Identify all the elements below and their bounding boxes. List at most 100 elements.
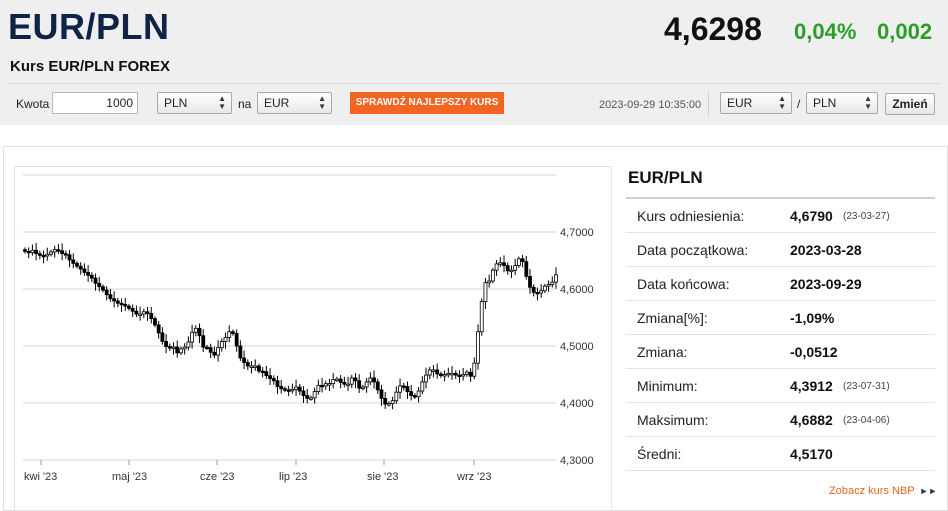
y-tick-label: 4,7000 [560,227,594,239]
change-absolute: 0,002 [877,19,933,44]
candle-body [379,389,384,399]
from-currency-select[interactable]: PLN ▲ ▼ [157,92,232,114]
stat-label: Kurs odniesienia: [637,208,745,224]
candle-body [290,388,295,392]
stat-value: -0,0512 [790,344,838,360]
stat-label: Minimum: [637,378,698,394]
candle-body [127,305,131,309]
candle-body [34,249,39,255]
candle-body [212,351,217,356]
page-title: EUR/PLN [8,6,170,47]
candle-body [435,369,440,375]
candle-body [60,250,65,255]
stat-date: (23-03-27) [843,211,890,222]
candle-body [238,345,243,359]
candle-body [193,327,198,333]
converter-toolbar: Kwota 1000 PLN ▲ ▼ na EUR ▲ ▼ SPRAWDŹ NAJL… [0,88,948,122]
candle-body [468,371,473,377]
stats-title: EUR/PLN [628,168,703,187]
candle-body [416,390,421,398]
amount-input[interactable]: 1000 [52,92,138,114]
candle-body [401,385,406,388]
candle-body [37,253,42,256]
to-currency-select[interactable]: EUR ▲ ▼ [257,92,332,114]
x-tick-label: maj '23 [112,471,147,483]
candle-body [26,250,31,254]
candle-body [424,374,428,383]
candle-body [75,262,79,267]
stat-label: Średni: [637,446,682,462]
candle-body [528,276,532,288]
candle-body [323,383,328,387]
candle-body [67,254,72,261]
candle-body [164,341,169,347]
candle-body [375,381,380,391]
stat-value: 2023-09-29 [790,276,862,292]
stat-value: 2023-03-28 [790,242,862,258]
header-divider [8,83,940,84]
candle-body [249,365,254,368]
double-chevron-right-icon: ►► [919,486,938,496]
candle-body [171,346,176,350]
candle-body [115,300,120,304]
price-chart: 4,7000 4,6000 4,5000 4,4000 4,3000 kwi '23 maj… [23,174,594,483]
candle-body [153,318,157,326]
candle-body [535,292,540,295]
candle-body [301,390,306,396]
candle-body [479,301,484,333]
stat-date: (23-04-06) [843,415,890,426]
candle-body [357,380,362,389]
candle-body [438,373,443,377]
candle-body [372,377,376,383]
stats-row-start-date: Data początkowa: 2023-03-28 [626,233,935,267]
candle-body [141,311,146,315]
stat-value: -1,09% [790,310,835,326]
candle-body [472,362,477,377]
candle-body [368,377,373,383]
candle-body [520,258,525,263]
candle-body [112,298,117,302]
nbp-rate-link[interactable]: Zobacz kurs NBP ►► [829,485,937,497]
candle-body [49,251,53,255]
candle-body [93,277,98,284]
candle-body [331,379,336,385]
x-tick-label: lip '23 [279,471,307,483]
candle-body [446,372,451,376]
candle-body [97,282,102,288]
candle-body [513,265,518,271]
candle-body [86,272,91,276]
candle-body [242,357,246,363]
candle-body [554,274,558,283]
change-pair-button[interactable]: Zmień [885,93,935,115]
stats-row-maximum: Maksimum: 4,6882 (23-04-06) [626,403,935,437]
stats-row-change: Zmiana: -0,0512 [626,335,935,369]
candle-body [279,386,284,390]
candle-body [442,374,447,377]
candle-body [464,371,469,375]
candle-body [245,362,250,367]
select-arrows-icon: ▲ ▼ [318,94,326,111]
candle-body [338,378,343,383]
candle-body [175,346,180,354]
pair-base-select[interactable]: EUR ▲ ▼ [720,92,792,114]
candle-body [56,249,61,252]
page-subtitle: Kurs EUR/PLN FOREX [10,58,171,75]
stats-row-average: Średni: 4,5170 [626,437,935,471]
candle-body [412,395,417,398]
pair-quote-select[interactable]: PLN ▲ ▼ [806,92,878,114]
candle-body [223,337,228,342]
candle-body [257,365,261,372]
candle-body [398,385,402,393]
best-rate-button[interactable]: SPRAWDŹ NAJLEPSZY KURS [350,92,504,114]
candle-body [71,259,76,264]
y-tick-label: 4,5000 [560,341,594,353]
stat-label: Zmiana: [637,344,688,360]
stat-date: (23-07-31) [843,381,890,392]
candle-body [524,261,529,277]
pair-base-value: EUR [727,96,753,110]
stat-value: 4,6882 [790,412,833,428]
x-tick-label: wrz '23 [456,471,492,483]
stats-row-end-date: Data końcowa: 2023-09-29 [626,267,935,301]
candle-body [190,331,194,343]
candle-body [205,346,209,350]
